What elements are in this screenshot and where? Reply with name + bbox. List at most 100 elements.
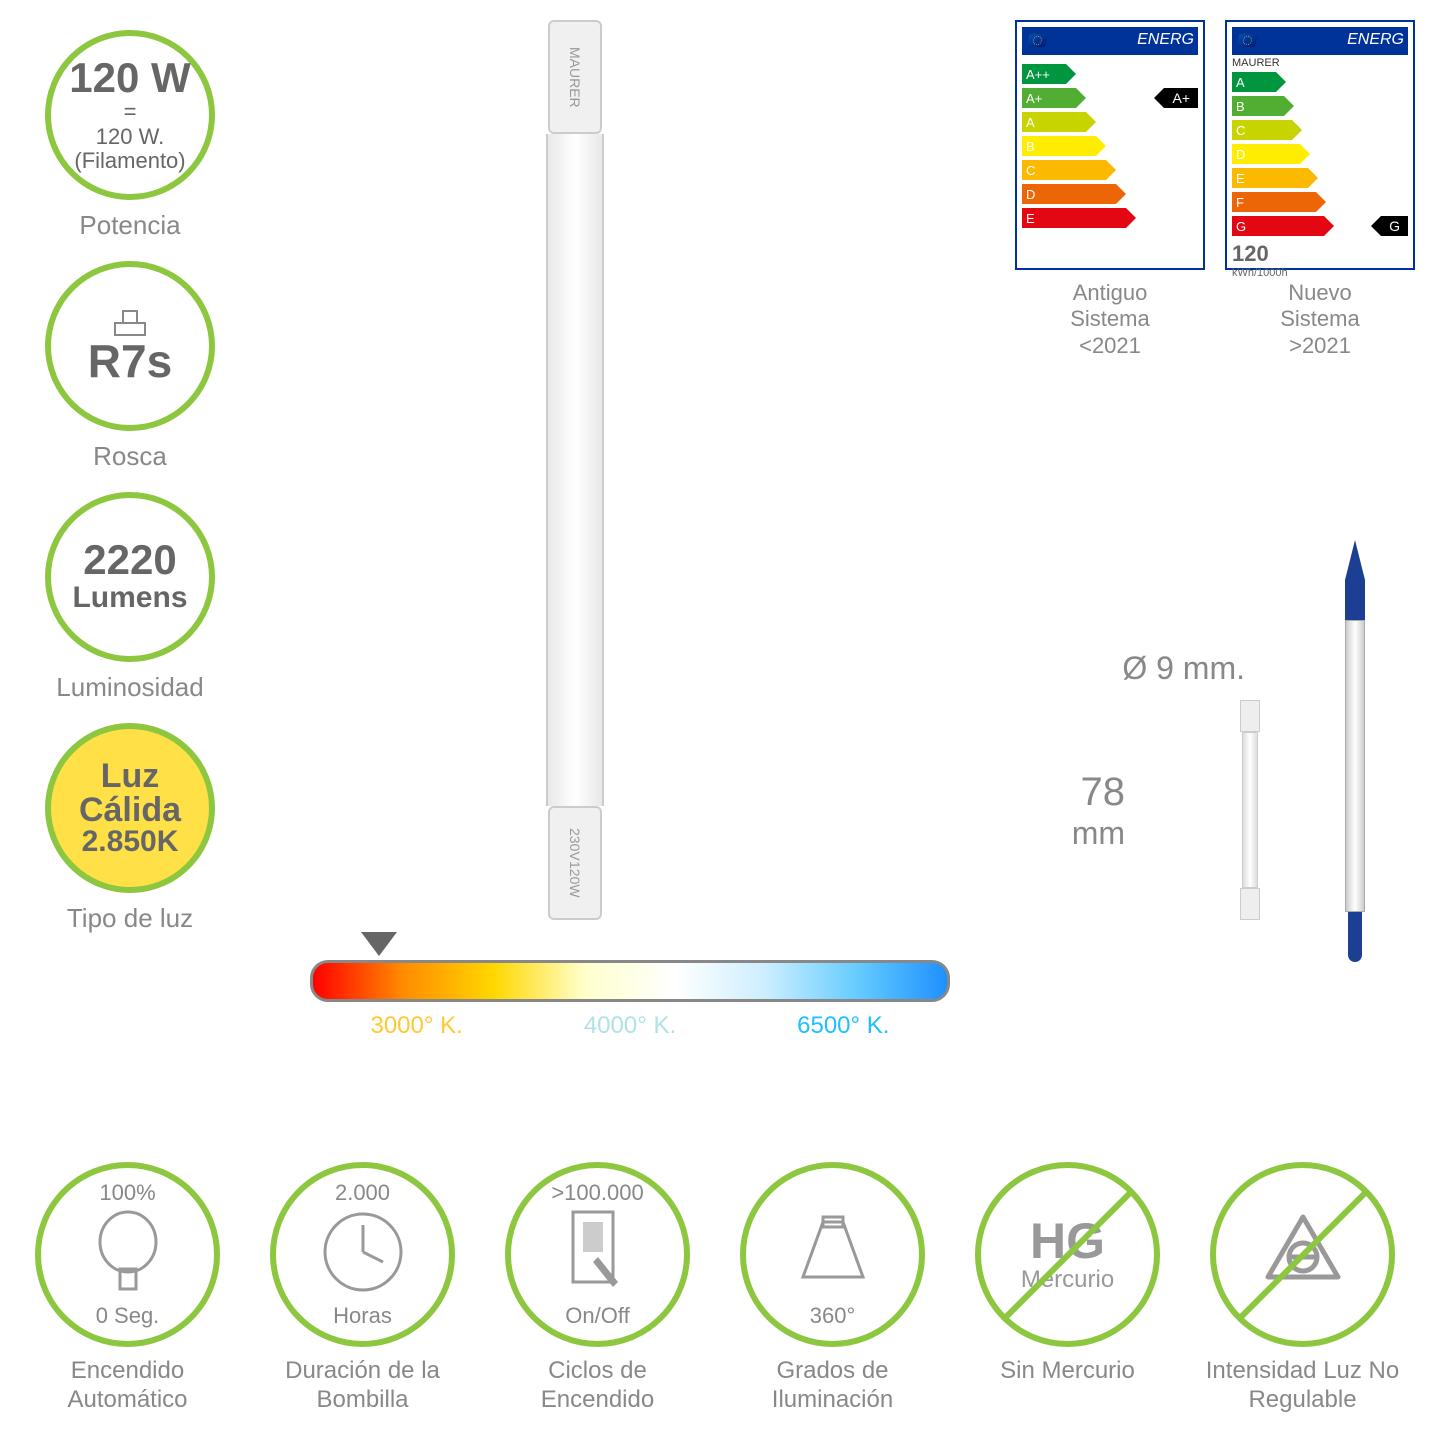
light-label: Tipo de luz <box>67 903 193 934</box>
energy-grade-row: B <box>1022 135 1198 157</box>
diameter-text: Ø 9 mm. <box>1122 650 1245 687</box>
old-caption-l2: Sistema <box>1015 306 1205 332</box>
power-value: 120 W <box>69 57 190 99</box>
feature-bottom-text: On/Off <box>511 1303 684 1329</box>
energy-grade-row: B <box>1232 95 1408 117</box>
energy-header-old: 🇪🇺ENERG <box>1022 27 1198 55</box>
bulb-cap-bottom: 230V 120W <box>548 806 602 920</box>
bulb-wattage: 120W <box>567 861 583 898</box>
temp-marker <box>361 932 397 956</box>
power-equiv-l2: (Filamento) <box>74 149 185 173</box>
energy-grade-row: A++ <box>1022 63 1198 85</box>
feature-item: HGMercurio Sin Mercurio <box>970 1162 1165 1415</box>
energy-grade-row: D <box>1022 183 1198 205</box>
temp-labels: 3000° K. 4000° K. 6500° K. <box>310 1012 950 1040</box>
mini-bulb-icon <box>1235 700 1265 920</box>
feature-circle <box>1210 1162 1395 1347</box>
new-caption-l3: >2021 <box>1225 333 1415 359</box>
color-temp-scale: 3000° K. 4000° K. 6500° K. <box>310 960 950 1040</box>
spec-socket: R7s Rosca <box>30 261 230 472</box>
size-reference: Ø 9 mm. 78 mm <box>1005 520 1385 970</box>
socket-icon <box>110 308 150 338</box>
bulb-voltage: 230V <box>567 828 583 861</box>
product-illustration: MAURER 230V 120W <box>500 20 650 920</box>
energy-grade-row: C <box>1232 119 1408 141</box>
energy-label-new: 🇪🇺ENERG MAURER ABCDEFGG 120 kWh/1000h Nu… <box>1225 20 1415 359</box>
feature-item: 100%0 Seg. Encendido Automático <box>30 1162 225 1415</box>
feature-top-text: >100.000 <box>511 1180 684 1206</box>
feature-label: Duración de la Bombilla <box>265 1357 460 1415</box>
old-caption-l3: <2021 <box>1015 333 1205 359</box>
feature-label: Grados de Iluminación <box>735 1357 930 1415</box>
energy-header-new: 🇪🇺ENERG <box>1232 27 1408 55</box>
feature-bottom-text: Horas <box>276 1303 449 1329</box>
energy-new-brand: MAURER <box>1232 57 1408 69</box>
power-equiv-l1: 120 W. <box>96 125 164 149</box>
length-unit: mm <box>1072 815 1125 852</box>
clock-icon <box>318 1207 408 1302</box>
feature-top-text: 2.000 <box>276 1180 449 1206</box>
spec-power: 120 W = 120 W. (Filamento) Potencia <box>30 30 230 241</box>
new-caption-l2: Sistema <box>1225 306 1415 332</box>
light-circle: Luz Cálida 2.850K <box>45 723 215 893</box>
bulb-cap-top: MAURER <box>548 20 602 134</box>
temp-label: 4000° K. <box>584 1012 676 1040</box>
temp-gradient <box>310 960 950 1002</box>
energy-grade-row: E <box>1232 167 1408 189</box>
light-l2: Cálida <box>79 793 181 827</box>
energy-kwh: 120 <box>1232 241 1408 267</box>
energy-grade-row: GG <box>1232 215 1408 237</box>
energy-grade-row: F <box>1232 191 1408 213</box>
spec-light-type: Luz Cálida 2.850K Tipo de luz <box>30 723 230 934</box>
feature-item: 360° Grados de Iluminación <box>735 1162 930 1415</box>
beam-icon <box>788 1212 878 1297</box>
energy-grade-row: E <box>1022 207 1198 229</box>
feature-label: Intensidad Luz No Regulable <box>1205 1357 1400 1415</box>
feature-label: Sin Mercurio <box>1000 1357 1135 1386</box>
energy-grade-row: A <box>1022 111 1198 133</box>
power-label: Potencia <box>79 210 180 241</box>
feature-circle: HGMercurio <box>975 1162 1160 1347</box>
feature-item: Intensidad Luz No Regulable <box>1205 1162 1400 1415</box>
socket-circle: R7s <box>45 261 215 431</box>
feature-circle: 100%0 Seg. <box>35 1162 220 1347</box>
light-l3: 2.850K <box>82 827 179 857</box>
lumens-value: 2220 <box>83 539 176 581</box>
energy-grade-row: D <box>1232 143 1408 165</box>
new-caption-l1: Nuevo <box>1225 280 1415 306</box>
power-circle: 120 W = 120 W. (Filamento) <box>45 30 215 200</box>
switch-icon <box>563 1207 633 1302</box>
length-value: 78 <box>1072 770 1125 815</box>
lumens-circle: 2220 Lumens <box>45 492 215 662</box>
left-specs-column: 120 W = 120 W. (Filamento) Potencia R7s … <box>30 30 230 954</box>
feature-bottom-text: 360° <box>746 1303 919 1329</box>
spec-lumens: 2220 Lumens Luminosidad <box>30 492 230 703</box>
energy-label-old: 🇪🇺ENERG A++A+A+ABCDE Antiguo Sistema <20… <box>1015 20 1205 359</box>
feature-item: 2.000 Horas Duración de la Bombilla <box>265 1162 460 1415</box>
socket-label: Rosca <box>93 441 167 472</box>
feature-label: Ciclos de Encendido <box>500 1357 695 1415</box>
energy-rating-tag: G <box>1381 216 1408 236</box>
energy-grade-row: A <box>1232 71 1408 93</box>
energy-grade-row: A+A+ <box>1022 87 1198 109</box>
energy-kwh-unit: kWh/1000h <box>1232 267 1408 279</box>
socket-value: R7s <box>88 338 172 384</box>
light-l1: Luz <box>101 759 160 793</box>
temp-label: 3000° K. <box>370 1012 462 1040</box>
bottom-features-row: 100%0 Seg. Encendido Automático 2.000 Horas… <box>30 1162 1400 1415</box>
lumens-unit: Lumens <box>72 581 187 615</box>
feature-item: >100.000 On/Off Ciclos de Encendido <box>500 1162 695 1415</box>
bulb-tube <box>546 134 604 806</box>
lumens-label: Luminosidad <box>56 672 203 703</box>
temp-label: 6500° K. <box>797 1012 889 1040</box>
energy-grade-row: C <box>1022 159 1198 181</box>
bulb-icon <box>93 1207 163 1302</box>
energy-labels: 🇪🇺ENERG A++A+A+ABCDE Antiguo Sistema <20… <box>1015 20 1415 359</box>
feature-circle: >100.000 On/Off <box>505 1162 690 1347</box>
pen-reference-icon <box>1345 540 1365 960</box>
feature-circle: 360° <box>740 1162 925 1347</box>
feature-label: Encendido Automático <box>30 1357 225 1415</box>
feature-circle: 2.000 Horas <box>270 1162 455 1347</box>
feature-top-text: 100% <box>41 1180 214 1206</box>
energy-rating-tag: A+ <box>1164 88 1198 108</box>
